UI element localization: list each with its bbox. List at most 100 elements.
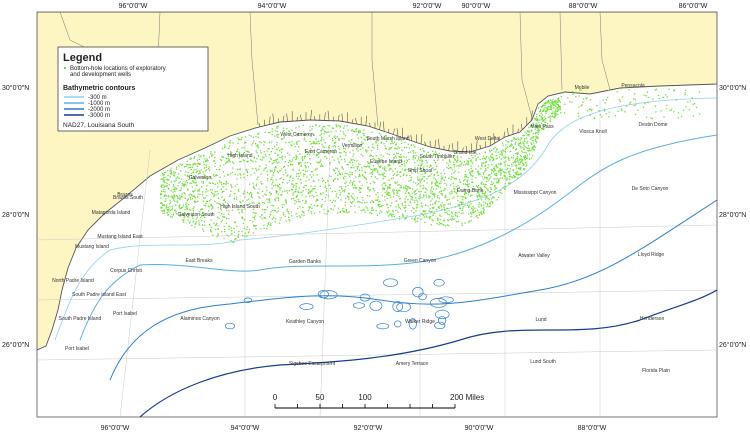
well xyxy=(309,158,311,160)
well xyxy=(164,185,166,187)
well xyxy=(287,152,289,154)
well xyxy=(167,214,169,216)
well xyxy=(405,206,407,209)
well xyxy=(192,209,194,212)
well xyxy=(316,174,318,176)
well xyxy=(188,222,190,224)
well xyxy=(175,213,178,215)
well xyxy=(310,148,312,150)
well xyxy=(186,216,189,218)
well xyxy=(184,174,186,176)
well xyxy=(478,193,480,196)
well xyxy=(465,192,468,195)
well xyxy=(260,152,262,154)
well xyxy=(365,166,367,168)
well xyxy=(349,161,351,164)
well xyxy=(223,216,225,218)
well xyxy=(269,191,271,193)
well xyxy=(487,167,489,169)
well xyxy=(527,131,529,133)
well xyxy=(466,204,469,206)
well xyxy=(277,136,279,138)
well xyxy=(163,210,165,212)
area-label: High Island xyxy=(227,153,252,159)
well xyxy=(422,176,424,178)
well xyxy=(167,179,169,181)
well xyxy=(380,205,383,207)
well xyxy=(349,201,351,203)
well xyxy=(315,155,317,157)
well xyxy=(273,185,275,187)
well xyxy=(666,104,668,107)
well xyxy=(235,196,238,198)
well xyxy=(448,159,451,161)
well xyxy=(347,185,349,187)
well xyxy=(504,175,506,177)
well xyxy=(171,216,173,218)
well xyxy=(344,201,346,203)
well xyxy=(423,194,425,196)
well xyxy=(294,200,296,202)
well xyxy=(527,150,529,152)
well xyxy=(438,222,440,224)
well xyxy=(398,195,400,198)
well xyxy=(336,168,338,170)
well xyxy=(392,143,394,145)
well xyxy=(355,176,357,178)
well xyxy=(297,207,299,209)
well xyxy=(490,172,493,174)
well xyxy=(529,149,531,151)
well xyxy=(560,95,562,98)
well xyxy=(402,214,404,216)
well xyxy=(531,143,533,145)
well xyxy=(655,111,657,113)
well xyxy=(223,183,225,185)
well xyxy=(373,169,376,171)
well xyxy=(316,153,318,156)
well xyxy=(256,152,258,154)
well xyxy=(514,176,517,178)
well xyxy=(490,201,492,203)
area-label: Mustang Island xyxy=(75,244,109,250)
well xyxy=(284,161,286,163)
well xyxy=(483,193,485,195)
well xyxy=(404,218,406,220)
well xyxy=(424,221,426,224)
well xyxy=(324,142,326,144)
well xyxy=(482,208,484,210)
well xyxy=(321,180,324,182)
well xyxy=(449,192,451,194)
well xyxy=(201,176,203,178)
well xyxy=(386,212,389,214)
well xyxy=(252,186,255,189)
well xyxy=(356,160,358,162)
well xyxy=(187,189,189,191)
well xyxy=(416,201,419,203)
well xyxy=(202,228,204,230)
well xyxy=(352,187,354,189)
well xyxy=(333,159,335,161)
well xyxy=(411,217,413,220)
well xyxy=(262,202,264,204)
well xyxy=(259,197,261,199)
well xyxy=(673,89,675,91)
well xyxy=(268,199,270,201)
well xyxy=(359,131,361,133)
well xyxy=(173,194,175,196)
well xyxy=(443,206,445,208)
well xyxy=(449,154,451,156)
well xyxy=(395,156,397,159)
well xyxy=(552,98,554,101)
well xyxy=(479,214,481,216)
well xyxy=(552,107,555,109)
well xyxy=(216,202,218,204)
well xyxy=(307,192,310,194)
well xyxy=(409,174,411,177)
well xyxy=(257,202,260,204)
well xyxy=(304,164,306,167)
well xyxy=(196,201,198,203)
well xyxy=(308,179,310,181)
well xyxy=(169,209,171,211)
well xyxy=(185,206,187,208)
well xyxy=(453,164,456,166)
